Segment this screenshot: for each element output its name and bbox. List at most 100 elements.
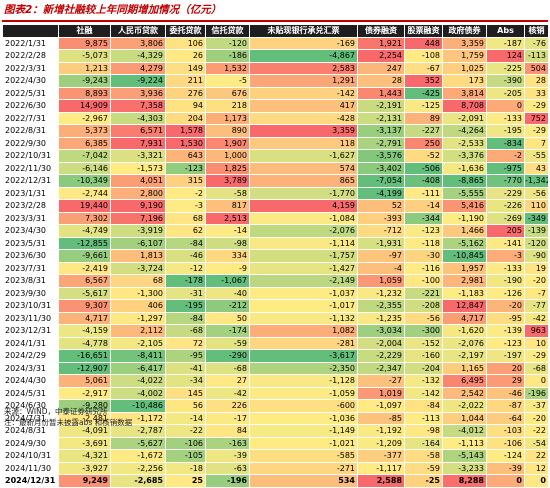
value-cell: -195 [165, 299, 206, 313]
value-cell: 1,530 [165, 136, 206, 150]
column-header: 未贴现银行承兑汇票 [249, 24, 358, 38]
value-cell: 5,416 [442, 199, 487, 213]
table-row: 2022/7/31 -2,967 -4,303 204 1,173 -428 -2,131 8… [2, 111, 549, 125]
value-cell: -77 [524, 299, 549, 313]
value-cell: -113 [524, 49, 549, 63]
value-cell: -1,620 [442, 324, 487, 338]
value-cell: -5,555 [442, 186, 487, 200]
value-cell: -16,651 [58, 349, 111, 363]
value-cell: -105 [165, 449, 206, 463]
value-cell: 19 [524, 261, 549, 275]
value-cell: -4,303 [110, 111, 166, 125]
value-cell: 6,567 [58, 274, 111, 288]
row-date-cell: 2022/5/31 [2, 86, 59, 100]
value-cell: 43 [524, 161, 549, 175]
value-cell: -2,091 [442, 111, 487, 125]
value-cell: -85 [357, 411, 405, 425]
value-cell: -10,486 [110, 399, 166, 413]
value-cell: -116 [404, 261, 443, 275]
value-cell: 504 [524, 61, 549, 75]
value-cell: -349 [524, 211, 549, 225]
value-cell: -100 [404, 274, 443, 288]
table-row: 2023/2/28 19,440 9,190 -3 817 4,159 52 -14 5,416… [2, 199, 549, 213]
value-cell: -37 [524, 399, 549, 413]
value-cell: -5,162 [442, 236, 487, 250]
value-cell: -3,321 [110, 149, 166, 163]
value-cell: 9,249 [58, 474, 111, 488]
value-cell: -68 [524, 361, 549, 375]
value-cell: 2,588 [357, 474, 405, 488]
value-cell: -120 [524, 236, 549, 250]
value-cell: -125 [404, 99, 443, 113]
value-cell: 0 [486, 99, 525, 113]
value-cell: 145 [165, 386, 206, 400]
data-note: 注：最新月份暂未披露abs 和核销数据 [4, 418, 133, 427]
value-cell: 205 [486, 224, 525, 238]
value-cell: -1,017 [249, 299, 358, 313]
value-cell: -29 [524, 124, 549, 138]
value-cell: 0 [524, 474, 549, 488]
source-note: 来源：WIND，中泰证券研究所 [4, 407, 108, 416]
value-cell: -227 [404, 124, 443, 138]
value-cell: 1,044 [442, 411, 487, 425]
value-cell: -56 [524, 186, 549, 200]
table-row: 2023/9/30 -5,617 -1,300 -31 -40 -1,037 -1,232-… [2, 286, 549, 300]
value-cell: -39 [486, 461, 525, 475]
value-cell: -1,067 [205, 274, 250, 288]
value-cell: -225 [486, 61, 525, 75]
value-cell: -46 [165, 249, 206, 263]
value-cell: -31 [165, 286, 206, 300]
value-cell: -428 [249, 111, 358, 125]
value-cell: 2,800 [110, 186, 166, 200]
table-row: 2022/9/30 6,385 7,931 1,530 1,907 118 -2,791 25… [2, 136, 549, 150]
value-cell: -3 [165, 199, 206, 213]
value-cell: -2,191 [357, 99, 405, 113]
value-cell: -1,235 [357, 311, 405, 325]
value-cell: -1,183 [442, 286, 487, 300]
row-date-cell: 2024/11/30 [2, 461, 59, 475]
value-cell: -4,867 [249, 49, 358, 63]
value-cell: -4,749 [58, 224, 111, 238]
value-cell: -10,349 [58, 174, 111, 188]
value-cell: -2,229 [357, 349, 405, 363]
value-cell: -34 [165, 374, 206, 388]
row-date-cell: 2024/10/31 [2, 449, 59, 463]
table-row: 2023/10/31 9,307 406 -195 -212 -1,017 -2,355 -2… [2, 299, 549, 313]
value-cell: 4,717 [442, 311, 487, 325]
table-row: 2024/2/29 -16,651 -8,411 -95 -290 -3,617 -2,22… [2, 349, 549, 363]
row-date-cell: 2023/8/31 [2, 274, 59, 288]
value-cell: -9 [205, 261, 250, 275]
table-row: 2024/3/31 -12,907 -6,417 -41 -68 -2,350 -2,347… [2, 361, 549, 375]
value-cell: -2,533 [442, 136, 487, 150]
value-cell: -1,084 [249, 211, 358, 225]
value-cell: 12 [524, 461, 549, 475]
value-cell: 8,893 [58, 86, 111, 100]
value-cell: -8,411 [110, 349, 166, 363]
value-cell: -3,402 [357, 161, 405, 175]
row-date-cell: 2022/2/28 [2, 49, 59, 63]
value-cell: -68 [165, 324, 206, 338]
value-cell: -1,059 [249, 386, 358, 400]
value-cell: -1,636 [442, 161, 487, 175]
value-cell: -5,617 [58, 286, 111, 300]
value-cell: -3,919 [110, 224, 166, 238]
footnotes: 来源：WIND，中泰证券研究所 注：最新月份暂未披露abs 和核销数据 [4, 406, 132, 428]
value-cell: 211 [165, 74, 206, 88]
value-cell: -10,845 [442, 249, 487, 263]
value-cell: 26 [165, 49, 206, 63]
value-cell: 5,373 [58, 124, 111, 138]
value-cell: 4,159 [249, 199, 358, 213]
row-date-cell: 2022/7/31 [2, 111, 59, 125]
value-cell: -42 [205, 386, 250, 400]
value-cell: -377 [357, 449, 405, 463]
row-date-cell: 2024/5/31 [2, 386, 59, 400]
value-cell: -84 [165, 311, 206, 325]
value-cell: -204 [404, 361, 443, 375]
value-cell: -27 [357, 374, 405, 388]
value-cell: 1,213 [58, 61, 111, 75]
value-cell: -98 [205, 236, 250, 250]
value-cell: -196 [205, 474, 250, 488]
value-cell: -123 [404, 224, 443, 238]
value-cell: -68 [205, 361, 250, 375]
table-row: 2023/7/31 -2,419 -3,724 -12 -9 -1,427 -4 -116 1,… [2, 261, 549, 275]
